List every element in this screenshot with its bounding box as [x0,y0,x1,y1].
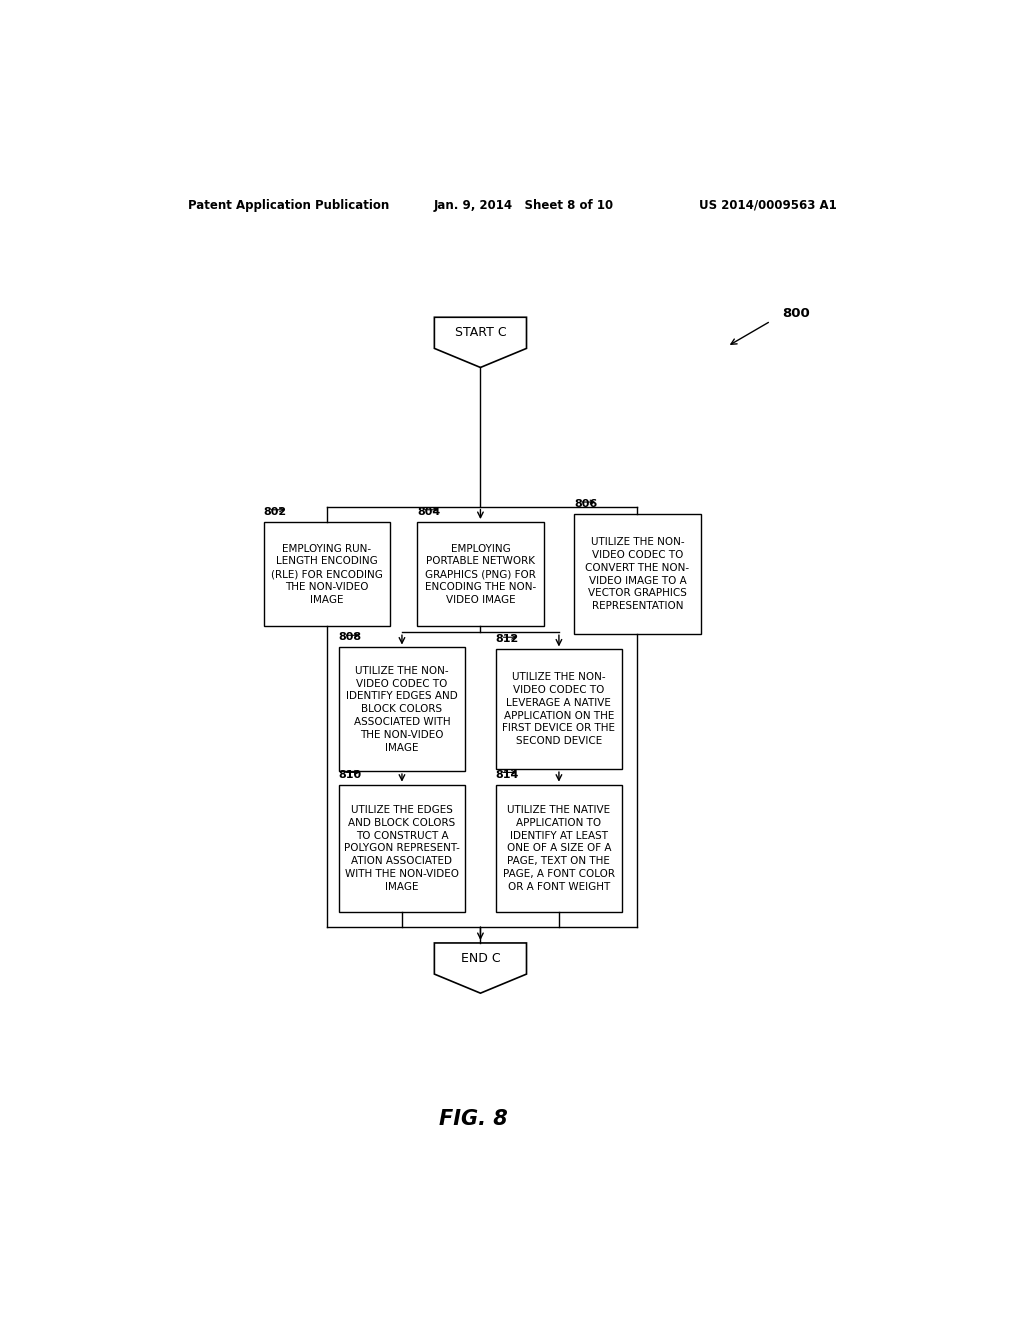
Text: 800: 800 [782,308,810,321]
Text: UTILIZE THE NON-
VIDEO CODEC TO
LEVERAGE A NATIVE
APPLICATION ON THE
FIRST DEVIC: UTILIZE THE NON- VIDEO CODEC TO LEVERAGE… [503,672,615,746]
Bar [339,648,465,771]
Text: EMPLOYING
PORTABLE NETWORK
GRAPHICS (PNG) FOR
ENCODING THE NON-
VIDEO IMAGE: EMPLOYING PORTABLE NETWORK GRAPHICS (PNG… [425,544,536,605]
Text: UTILIZE THE NON-
VIDEO CODEC TO
IDENTIFY EDGES AND
BLOCK COLORS
ASSOCIATED WITH
: UTILIZE THE NON- VIDEO CODEC TO IDENTIFY… [346,665,458,752]
Bar [264,521,390,626]
Bar [496,784,622,912]
Text: EMPLOYING RUN-
LENGTH ENCODING
(RLE) FOR ENCODING
THE NON-VIDEO
IMAGE: EMPLOYING RUN- LENGTH ENCODING (RLE) FOR… [271,544,383,605]
Text: 806: 806 [574,499,598,510]
Text: US 2014/0009563 A1: US 2014/0009563 A1 [699,198,838,211]
Text: Patent Application Publication: Patent Application Publication [187,198,389,211]
Text: Jan. 9, 2014   Sheet 8 of 10: Jan. 9, 2014 Sheet 8 of 10 [433,198,613,211]
Text: 814: 814 [496,770,519,780]
Text: FIG. 8: FIG. 8 [439,1109,508,1129]
Text: UTILIZE THE EDGES
AND BLOCK COLORS
TO CONSTRUCT A
POLYGON REPRESENT-
ATION ASSOC: UTILIZE THE EDGES AND BLOCK COLORS TO CO… [344,805,460,892]
Text: START C: START C [455,326,506,339]
Bar [339,784,465,912]
Text: UTILIZE THE NATIVE
APPLICATION TO
IDENTIFY AT LEAST
ONE OF A SIZE OF A
PAGE, TEX: UTILIZE THE NATIVE APPLICATION TO IDENTI… [503,805,615,892]
Text: 810: 810 [339,770,361,780]
Bar [418,521,544,626]
Bar [574,515,700,634]
Text: 804: 804 [418,507,440,517]
Text: 808: 808 [339,632,361,643]
Text: 812: 812 [496,635,519,644]
Text: END C: END C [461,952,501,965]
Text: 802: 802 [264,507,287,517]
Text: UTILIZE THE NON-
VIDEO CODEC TO
CONVERT THE NON-
VIDEO IMAGE TO A
VECTOR GRAPHIC: UTILIZE THE NON- VIDEO CODEC TO CONVERT … [586,537,689,611]
Bar [496,649,622,770]
